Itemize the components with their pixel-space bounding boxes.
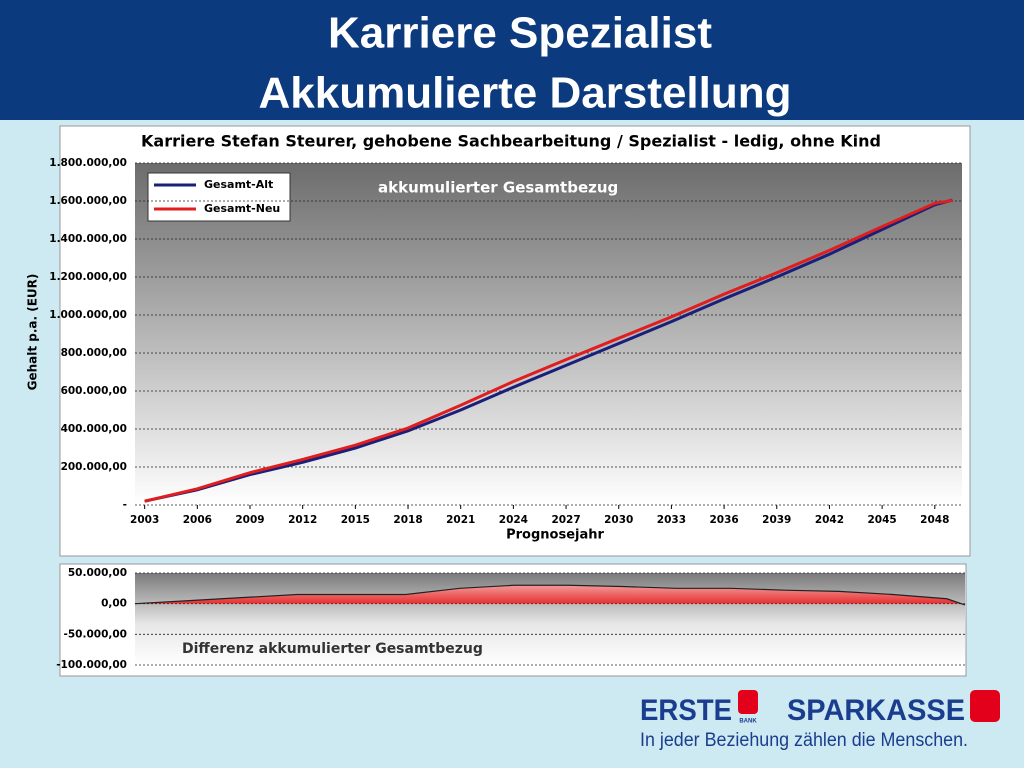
x-tick-label: 2021 — [446, 514, 475, 526]
x-tick-label: 2036 — [709, 514, 738, 526]
x-tick-label: 2045 — [867, 514, 896, 526]
y-tick-label: -50.000,00 — [64, 628, 127, 640]
x-axis-label: Prognosejahr — [506, 528, 604, 543]
logo-icon — [970, 690, 1000, 722]
annotation: akkumulierter Gesamtbezug — [378, 179, 618, 197]
legend-label: Gesamt-Alt — [204, 178, 273, 191]
x-tick-label: 2012 — [288, 514, 317, 526]
slide-title: Karriere Spezialist — [328, 9, 712, 58]
y-tick-label: - — [123, 499, 127, 511]
y-tick-label: 50.000,00 — [68, 567, 127, 579]
x-tick-label: 2048 — [920, 514, 949, 526]
x-tick-label: 2030 — [604, 514, 633, 526]
y-tick-label: 600.000,00 — [61, 385, 127, 397]
y-tick-label: 200.000,00 — [61, 461, 127, 473]
y-tick-label: 0,00 — [101, 598, 127, 610]
logo-brand: SPARKASSE — [787, 694, 965, 727]
chart-title: Karriere Stefan Steurer, gehobene Sachbe… — [141, 132, 881, 151]
logo-brand: ERSTE — [640, 694, 732, 727]
y-tick-label: 1.600.000,00 — [49, 195, 127, 207]
y-tick-label: 1.000.000,00 — [49, 309, 127, 321]
x-tick-label: 2009 — [235, 514, 264, 526]
x-tick-label: 2027 — [551, 514, 580, 526]
y-tick-label: 1.200.000,00 — [49, 271, 127, 283]
area — [134, 584, 966, 606]
y-tick-label: 400.000,00 — [61, 423, 127, 435]
logo-icon — [738, 690, 758, 714]
legend — [147, 172, 291, 222]
x-tick-label: 2006 — [183, 514, 212, 526]
header-band — [0, 0, 1024, 120]
x-tick-label: 2003 — [130, 514, 159, 526]
x-tick-label: 2024 — [499, 514, 528, 526]
logo-slogan: In jeder Beziehung zählen die Menschen. — [640, 730, 968, 751]
line — [144, 198, 953, 503]
x-tick-label: 2015 — [341, 514, 370, 526]
annotation: Differenz akkumulierter Gesamtbezug — [182, 641, 483, 657]
logo-brand-sub: BANK — [739, 719, 757, 725]
x-tick-label: 2033 — [657, 514, 686, 526]
area-fill — [135, 585, 965, 605]
y-tick-label: 1.400.000,00 — [49, 233, 127, 245]
y-tick-label: 800.000,00 — [61, 347, 127, 359]
y-tick-label: 1.800.000,00 — [49, 157, 127, 169]
slide-title: Akkumulierte Darstellung — [258, 69, 791, 118]
line — [144, 198, 953, 503]
x-tick-label: 2039 — [762, 514, 791, 526]
x-tick-label: 2042 — [815, 514, 844, 526]
y-tick-label: -100.000,00 — [56, 659, 127, 671]
y-axis-label: Gehalt p.a. (EUR) — [26, 274, 40, 391]
legend-label: Gesamt-Neu — [204, 202, 280, 215]
x-tick-label: 2018 — [393, 514, 422, 526]
